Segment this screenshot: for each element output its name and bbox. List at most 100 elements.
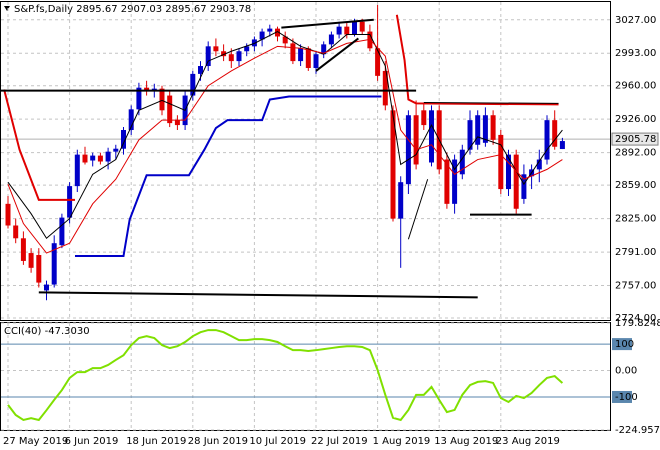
x-tick-label: 18 Jun 2019 <box>126 436 186 447</box>
candle-body <box>74 154 80 187</box>
candle-body <box>536 159 542 170</box>
candle-body <box>67 186 73 218</box>
candle-body <box>13 225 19 239</box>
candle-body <box>459 149 465 175</box>
level-label-box <box>612 390 632 403</box>
x-tick-label: 22 Jul 2019 <box>311 436 368 447</box>
candle-body <box>97 155 103 162</box>
candle-body <box>444 159 450 204</box>
level-label-box <box>612 338 632 351</box>
candle-body <box>336 26 342 35</box>
y-tick-label: 2993.00 <box>615 48 656 59</box>
y-tick-label: 179.8248 <box>615 318 660 329</box>
candle-body <box>28 253 34 268</box>
candle-body <box>498 134 504 190</box>
candle-body <box>328 34 334 45</box>
y-tick-label: 2960.00 <box>615 81 656 92</box>
y-tick-label: -224.9578 <box>615 425 660 436</box>
candle-body <box>475 115 481 145</box>
candle-body <box>121 130 126 149</box>
candle-body <box>506 154 511 190</box>
collapse-icon <box>4 6 10 11</box>
ohlc-high: 2907.03 <box>121 4 162 15</box>
ohlc-low: 2895.67 <box>165 4 206 15</box>
candle-body <box>405 115 411 185</box>
candle-body <box>198 66 203 74</box>
candle-body <box>221 51 227 57</box>
last-price-box <box>611 132 659 146</box>
candle-body <box>344 26 350 35</box>
candle-body <box>467 120 473 150</box>
candle-body <box>51 243 57 285</box>
y-tick-label: -100 <box>615 392 638 403</box>
candle-body <box>359 21 365 32</box>
candle-body <box>136 87 142 110</box>
candle-body <box>559 141 565 150</box>
candle-body <box>244 46 250 52</box>
candle-body <box>44 284 49 291</box>
ohlc-close: 2903.78 <box>210 4 251 15</box>
x-tick-label: 28 Jun 2019 <box>188 436 248 447</box>
y-tick-label: 2757.00 <box>615 281 656 292</box>
cci-title: CCI(40) <box>4 326 42 337</box>
candle-body <box>20 238 26 261</box>
candle-body <box>413 115 419 165</box>
candle-body <box>482 115 488 143</box>
candle-body <box>90 155 96 161</box>
candle-body <box>313 54 319 68</box>
candle-body <box>236 51 242 62</box>
candle-body <box>275 28 280 37</box>
candle-body <box>552 120 558 147</box>
overlay-line <box>315 37 359 72</box>
candle-body <box>282 36 288 44</box>
chart-header: S&P.fs,Daily 2895.67 2907.03 2895.67 290… <box>14 4 251 15</box>
overlay-line <box>74 95 382 258</box>
candle-body <box>228 54 234 62</box>
candle-body <box>105 151 111 162</box>
candle-body <box>421 110 427 126</box>
overlay-line <box>3 89 75 201</box>
candle-body <box>190 73 196 96</box>
candle-body <box>298 48 304 62</box>
x-tick-label: 23 Aug 2019 <box>496 436 560 447</box>
y-tick-label: 2926.00 <box>615 114 656 125</box>
symbol: S&P.fs,Daily <box>14 4 73 15</box>
candle-body <box>113 148 119 152</box>
overlay-line <box>7 38 563 254</box>
overlay-line <box>423 101 559 104</box>
x-tick-label: 27 May 2019 <box>3 436 68 447</box>
candle-body <box>213 46 219 52</box>
candle-body <box>290 43 296 62</box>
y-tick-label: 100 <box>615 339 634 350</box>
candle-body <box>36 255 42 283</box>
x-tick-label: 10 Jul 2019 <box>249 436 306 447</box>
candle-body <box>259 31 265 40</box>
candle-body <box>375 48 381 76</box>
y-tick-label: 3027.00 <box>615 15 656 26</box>
y-tick-label: 2825.00 <box>615 214 656 225</box>
candle-body <box>352 21 357 35</box>
overlay-line <box>7 30 563 240</box>
candle-body <box>128 109 134 131</box>
cci-header: CCI(40) -47.3030 <box>4 326 90 337</box>
cci-line <box>7 329 564 422</box>
candle-body <box>452 159 458 204</box>
overlay-line <box>395 14 559 106</box>
candle-body <box>144 87 150 91</box>
candle-body <box>390 110 396 219</box>
candle-body <box>159 88 165 111</box>
candle-body <box>429 110 434 163</box>
cci-panel-frame <box>0 322 611 431</box>
candle-body <box>267 28 273 32</box>
candle-body <box>521 174 527 199</box>
candle-body <box>544 120 550 160</box>
candle-body <box>59 217 65 246</box>
overlay-line <box>38 291 478 299</box>
y-tick-label: 2791.00 <box>615 247 656 258</box>
candle-body <box>82 154 88 163</box>
y-tick-label: 0.00 <box>615 366 637 377</box>
candle-body <box>513 154 519 209</box>
x-tick-label: 1 Aug 2019 <box>373 436 431 447</box>
